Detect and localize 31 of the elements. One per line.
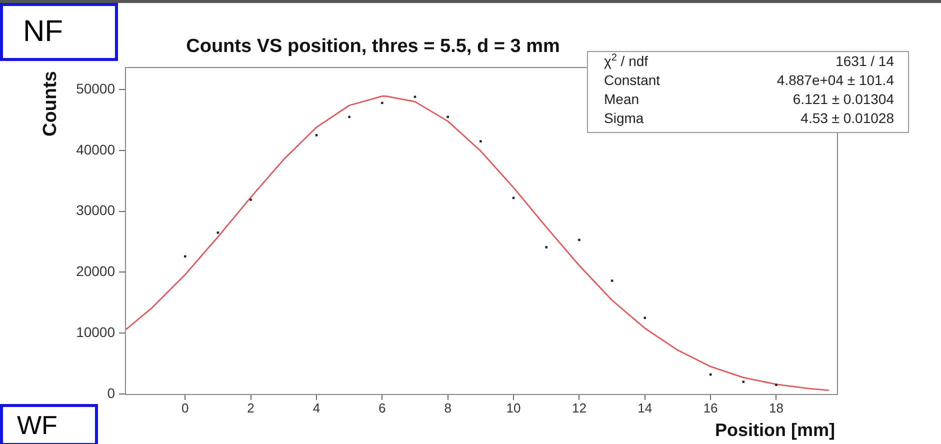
y-tick-label: 30000 — [76, 202, 116, 218]
annotation: Constant — [604, 71, 660, 90]
y-axis-title: Counts — [40, 71, 61, 136]
annotation: Sigma — [604, 109, 644, 128]
x-tick-label: 14 — [638, 400, 652, 416]
chart-title: Counts VS position, thres = 5.5, d = 3 mm — [186, 36, 560, 57]
y-tick-label: 0 — [107, 384, 116, 401]
x-axis-title: Position [mm] — [715, 420, 835, 440]
x-tick-label: 6 — [378, 400, 386, 416]
y-tick-label: 50000 — [76, 80, 116, 96]
point — [644, 316, 646, 320]
point — [184, 255, 186, 258]
annotation: Mean — [604, 90, 640, 109]
x-tick-label: 10 — [506, 400, 521, 416]
x-tick-label: 12 — [572, 400, 586, 416]
x-tick-label: 18 — [769, 400, 784, 416]
annotation: 1631 / 14 — [836, 52, 894, 71]
x-tick-label: 2 — [247, 400, 254, 416]
annotation: χ$^{2}$ / ndf — [604, 52, 648, 71]
x-tick-label: 0 — [181, 400, 189, 416]
x-tick-label: 4 — [312, 400, 320, 416]
text: NF — [0, 3, 118, 61]
text: WF — [0, 404, 98, 444]
x-tick-label: 16 — [703, 400, 718, 416]
y-tick-label: 20000 — [76, 263, 116, 280]
y-tick-label: 10000 — [76, 324, 116, 340]
annotation: 4.53 ± 0.01028 — [800, 109, 894, 128]
x-tick-label: 8 — [444, 400, 452, 416]
annotation: 4.887e+04 ± 101.4 — [776, 71, 894, 90]
annotation: 6.121 ± 0.01304 — [792, 90, 894, 109]
y-tick-label: 40000 — [76, 141, 116, 158]
